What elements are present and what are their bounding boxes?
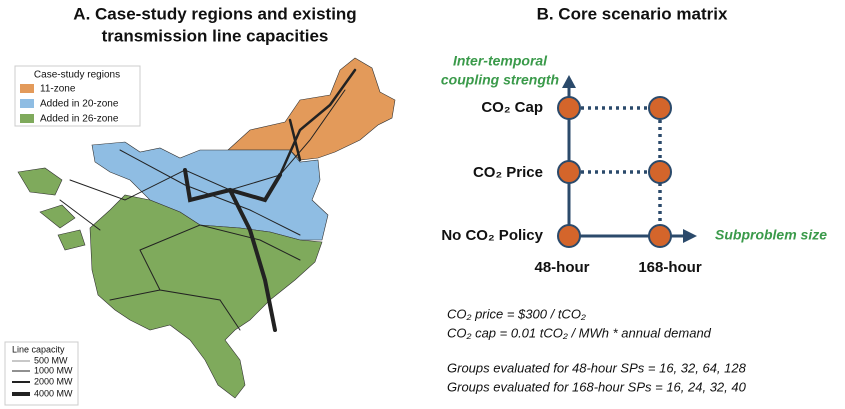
row-label: CO₂ Cap	[481, 99, 543, 116]
legend-item: 1000 MW	[34, 365, 73, 375]
legend-swatch	[20, 114, 34, 123]
note: CO₂ price = $300 / tCO₂	[447, 306, 586, 321]
panel-a-title: A. Case-study regions and existing	[73, 4, 356, 23]
map	[17, 57, 396, 399]
region-26-zone-west	[17, 167, 86, 251]
column-label: 168-hour	[638, 259, 702, 276]
y-axis-label: coupling strength	[441, 72, 559, 88]
region-26-zone	[89, 194, 323, 399]
row-label: No CO₂ Policy	[441, 227, 543, 244]
axes	[562, 75, 697, 243]
panel-b-title: B. Core scenario matrix	[537, 4, 728, 23]
legend-item: 4000 MW	[34, 388, 73, 398]
transmission-lines	[59, 68, 357, 332]
legend-swatch	[20, 99, 34, 108]
capacity-swatches	[12, 360, 30, 396]
row-label: CO₂ Price	[473, 164, 543, 181]
dotted-links	[581, 106, 662, 224]
legend-title: Line capacity	[12, 344, 65, 354]
legend-item: Added in 26-zone	[40, 114, 119, 125]
note: Groups evaluated for 168-hour SPs = 16, …	[447, 379, 747, 394]
legend-item: 500 MW	[34, 355, 68, 365]
note: Groups evaluated for 48-hour SPs = 16, 3…	[447, 360, 747, 375]
regions-legend-box	[14, 65, 141, 127]
panel-a-title: transmission line capacities	[102, 26, 329, 45]
y-axis-label: Inter-temporal	[453, 53, 548, 69]
legend-swatch	[20, 84, 34, 93]
legend-item: 2000 MW	[34, 376, 73, 386]
legend-item: 11-zone	[40, 84, 76, 95]
x-axis-label: Subproblem size	[715, 227, 827, 243]
note: CO₂ cap = 0.01 tCO₂ / MWh * annual deman…	[447, 325, 712, 340]
region-11-zone	[227, 57, 396, 161]
scenario-nodes	[557, 96, 672, 248]
legend-title: Case-study regions	[34, 70, 120, 81]
legend-item: Added in 20-zone	[40, 99, 119, 110]
column-label: 48-hour	[534, 259, 589, 276]
